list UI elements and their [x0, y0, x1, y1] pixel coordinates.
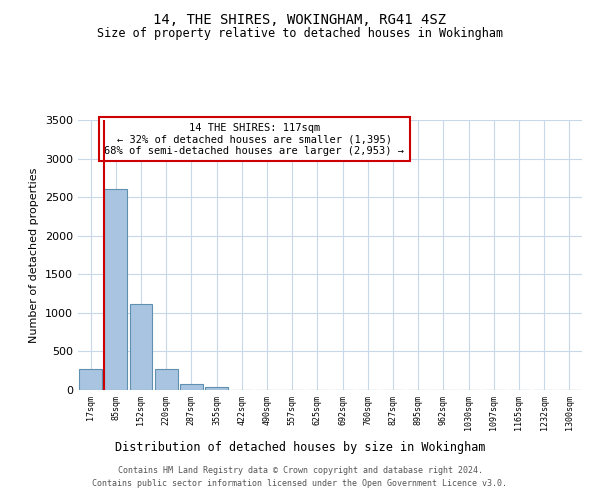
Bar	[155, 369, 178, 390]
Text: 14, THE SHIRES, WOKINGHAM, RG41 4SZ: 14, THE SHIRES, WOKINGHAM, RG41 4SZ	[154, 12, 446, 26]
Bar	[104, 190, 127, 390]
Y-axis label: Number of detached properties: Number of detached properties	[29, 168, 40, 342]
Bar	[180, 384, 203, 390]
Text: Size of property relative to detached houses in Wokingham: Size of property relative to detached ho…	[97, 28, 503, 40]
Text: Distribution of detached houses by size in Wokingham: Distribution of detached houses by size …	[115, 441, 485, 454]
Text: 14 THE SHIRES: 117sqm
← 32% of detached houses are smaller (1,395)
68% of semi-d: 14 THE SHIRES: 117sqm ← 32% of detached …	[104, 122, 404, 156]
Bar	[79, 369, 102, 390]
Bar	[130, 304, 152, 390]
Text: Contains HM Land Registry data © Crown copyright and database right 2024.
Contai: Contains HM Land Registry data © Crown c…	[92, 466, 508, 487]
Bar	[205, 387, 228, 390]
